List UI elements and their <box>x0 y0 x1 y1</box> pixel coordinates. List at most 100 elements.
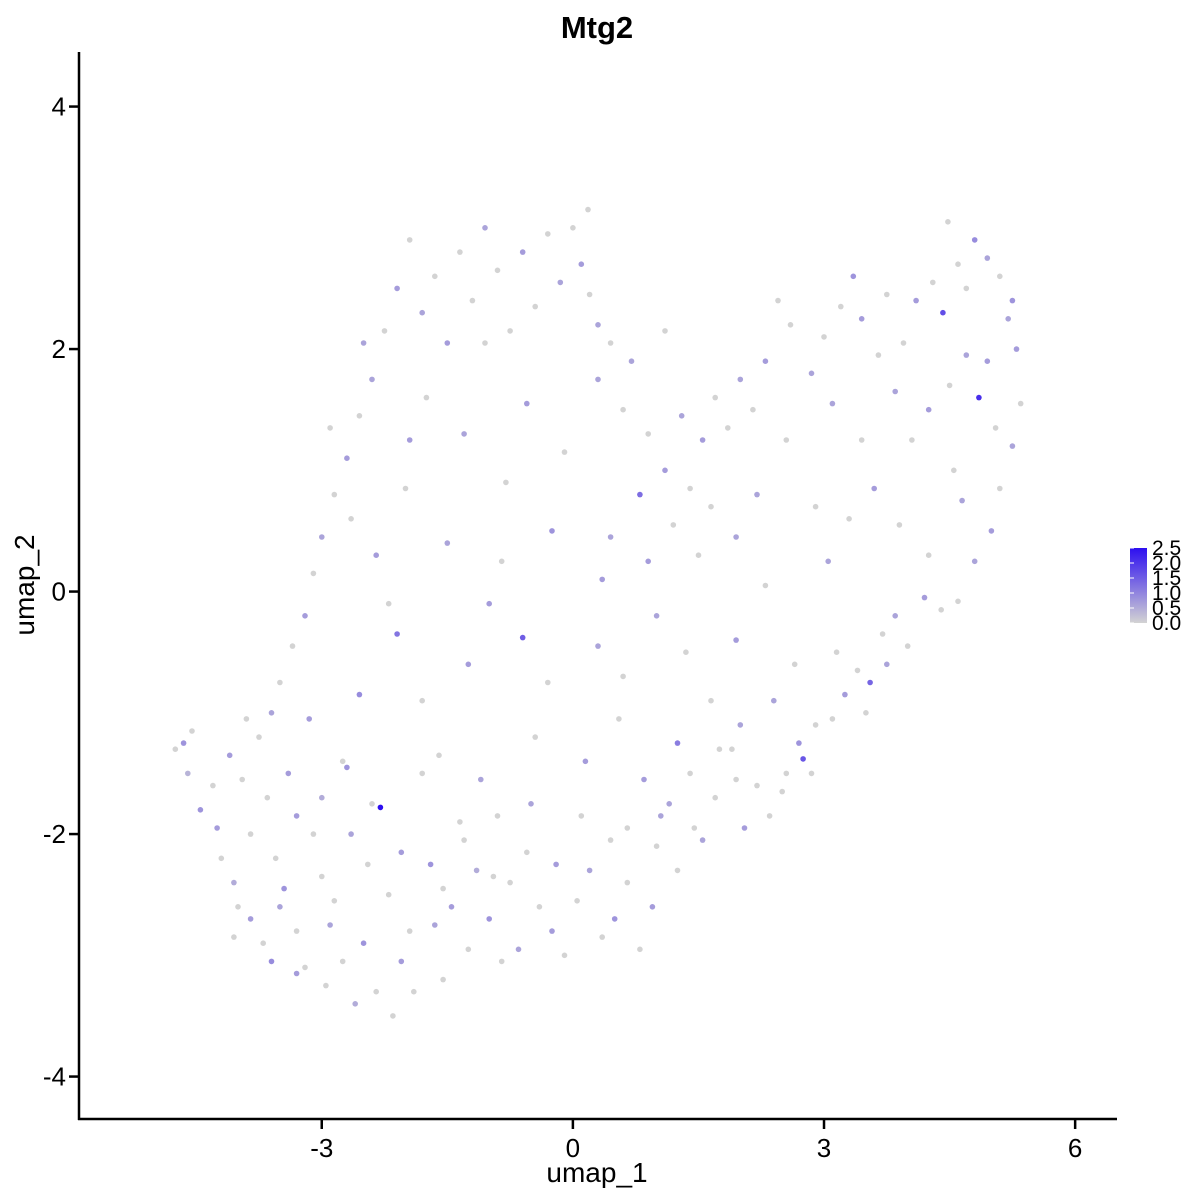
cell-point <box>247 916 254 922</box>
cell-point <box>653 613 660 619</box>
cell-point <box>620 406 626 413</box>
cell-point <box>385 600 392 607</box>
cell-point <box>733 534 739 540</box>
cell-point <box>649 904 656 910</box>
cell-point <box>306 716 313 722</box>
cell-point <box>272 855 279 862</box>
cell-point <box>838 303 844 310</box>
cell-point <box>465 946 472 953</box>
cell-point <box>197 807 204 813</box>
cell-point <box>867 679 873 686</box>
cell-point <box>716 746 723 752</box>
cell-point <box>578 261 585 268</box>
cell-point <box>812 503 819 510</box>
cell-point <box>1005 316 1011 322</box>
cell-point <box>775 297 781 304</box>
cell-point <box>210 782 216 789</box>
cell-point <box>268 958 275 965</box>
cell-point <box>461 431 467 437</box>
cell-point <box>465 661 472 668</box>
cell-point <box>285 770 292 777</box>
cell-point <box>1013 346 1020 352</box>
cell-point <box>490 873 497 880</box>
cell-point <box>536 904 543 910</box>
cell-point <box>507 879 513 886</box>
cell-point <box>737 376 744 383</box>
cell-point <box>938 607 944 613</box>
cell-point <box>658 813 664 819</box>
cell-point <box>356 691 363 698</box>
cell-point <box>218 855 225 862</box>
cell-point <box>319 794 325 801</box>
cell-point <box>545 231 551 237</box>
cell-point <box>545 679 551 686</box>
cell-point <box>1009 443 1016 449</box>
cell-point <box>687 770 693 777</box>
cell-point <box>411 988 417 995</box>
legend-label: 1.5 <box>1152 567 1181 590</box>
cell-point <box>231 879 237 886</box>
cell-point <box>394 285 400 292</box>
cell-point <box>235 904 241 910</box>
cell-point <box>940 309 946 316</box>
cell-point <box>289 643 296 649</box>
cell-point <box>595 376 601 383</box>
cell-point <box>829 400 836 407</box>
cell-point <box>402 485 409 492</box>
cell-point <box>921 594 928 601</box>
cell-point <box>549 528 555 534</box>
x-tick-label: -3 <box>310 1133 333 1163</box>
y-axis-ticks: -4 -2 0 2 4 <box>43 92 79 1092</box>
cell-point <box>507 328 513 334</box>
cell-point <box>963 352 970 358</box>
cell-point <box>637 946 643 953</box>
cell-point <box>172 746 179 752</box>
cell-point <box>620 673 626 680</box>
cell-point <box>607 534 614 540</box>
cell-point <box>561 952 568 959</box>
cell-point <box>833 649 840 655</box>
cell-point <box>582 758 589 765</box>
cell-point <box>302 964 308 971</box>
cell-point <box>913 297 919 304</box>
cell-point <box>578 813 585 819</box>
cell-point <box>624 879 631 886</box>
legend-label: 2.5 <box>1152 537 1181 560</box>
cell-point <box>457 819 463 825</box>
cell-point <box>515 946 522 953</box>
cell-point <box>695 552 702 558</box>
legend-label: 0.5 <box>1152 597 1181 620</box>
color-legend-labels: 0.00.51.01.52.02.5 <box>1130 537 1181 635</box>
color-legend-bar <box>1130 548 1147 623</box>
cell-point <box>641 776 647 783</box>
cell-point <box>574 898 580 904</box>
cell-point <box>754 491 760 498</box>
cell-point <box>360 940 367 946</box>
cell-point <box>461 837 467 843</box>
cell-point <box>678 413 685 419</box>
cell-point <box>945 219 951 225</box>
cell-point <box>327 922 333 928</box>
cell-point <box>846 516 852 522</box>
cell-point <box>406 237 413 243</box>
cell-point <box>666 801 672 807</box>
cell-point <box>863 710 869 716</box>
x-tick-label: 0 <box>566 1133 580 1163</box>
cell-point <box>884 661 890 668</box>
cell-point <box>260 940 267 946</box>
cell-point <box>226 752 233 759</box>
cell-point <box>532 734 538 740</box>
cell-point <box>708 503 714 510</box>
cell-point <box>369 376 375 383</box>
cell-point <box>1017 400 1024 407</box>
cell-point <box>896 522 903 528</box>
cell-point <box>369 801 375 807</box>
cell-point <box>683 649 689 655</box>
cell-point <box>498 558 505 565</box>
cell-point <box>549 928 555 934</box>
cell-point <box>766 813 773 819</box>
legend-label: 1.0 <box>1152 582 1181 605</box>
cell-point <box>419 309 426 316</box>
cell-point <box>293 813 300 819</box>
cell-point <box>381 328 388 334</box>
